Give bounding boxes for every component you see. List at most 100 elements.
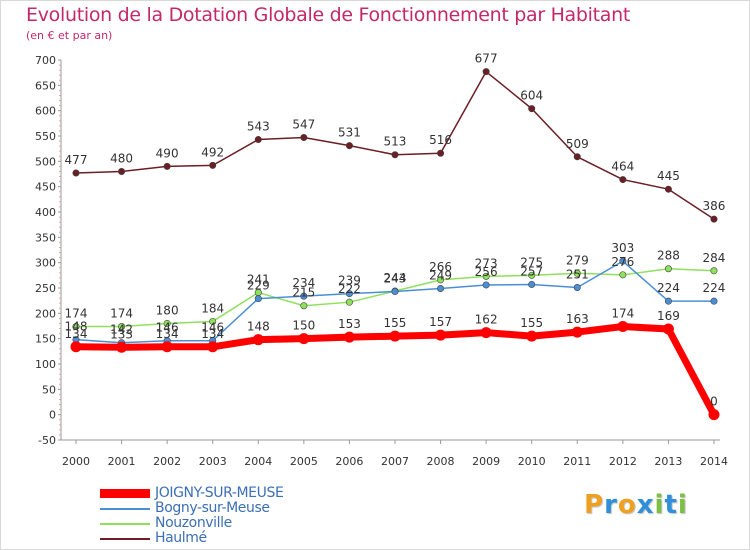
- data-point-bogny-sur-meuse: [300, 292, 308, 300]
- data-label-nouzonville: 288: [657, 249, 680, 263]
- data-label-nouzonville: 174: [65, 307, 88, 321]
- data-point-haulm-: [664, 185, 672, 193]
- data-label-haulm-: 543: [247, 120, 270, 134]
- data-point-bogny-sur-meuse: [437, 285, 445, 293]
- data-point-bogny-sur-meuse: [254, 295, 262, 303]
- data-point-haulm-: [300, 134, 308, 142]
- data-label-joigny-sur-meuse: 155: [520, 316, 543, 330]
- data-point-joigny-sur-meuse: [662, 323, 674, 335]
- data-point-joigny-sur-meuse: [435, 329, 447, 341]
- data-label-nouzonville: 266: [429, 260, 452, 274]
- data-label-nouzonville: 241: [247, 273, 270, 287]
- data-label-haulm-: 445: [657, 169, 680, 183]
- data-label-nouzonville: 273: [475, 256, 498, 270]
- data-label-joigny-sur-meuse: 134: [201, 327, 224, 341]
- data-label-bogny-sur-meuse: 148: [65, 320, 88, 334]
- logo-letter-i2: i: [677, 490, 688, 520]
- y-tick-label: 700: [35, 54, 56, 67]
- y-tick-label: -50: [38, 434, 56, 447]
- data-point-joigny-sur-meuse: [207, 341, 219, 353]
- data-point-joigny-sur-meuse: [252, 334, 264, 346]
- data-point-haulm-: [209, 161, 217, 169]
- data-point-joigny-sur-meuse: [526, 330, 538, 342]
- data-point-joigny-sur-meuse: [708, 409, 720, 421]
- data-label-haulm-: 490: [156, 146, 179, 160]
- data-label-joigny-sur-meuse: 0: [710, 395, 718, 409]
- data-label-haulm-: 513: [384, 135, 407, 149]
- x-tick-label: 2013: [654, 455, 682, 468]
- data-labels-layer: 477 480 490 492 543 547 531 513 516 677 604 509 464 4…: [65, 52, 726, 409]
- data-point-bogny-sur-meuse: [619, 257, 627, 265]
- data-label-haulm-: 464: [611, 160, 634, 174]
- legend-swatch-joigny: [100, 489, 150, 498]
- y-tick-label: 250: [35, 282, 56, 295]
- x-tick-label: 2012: [609, 455, 637, 468]
- x-tick-label: 2000: [62, 455, 90, 468]
- legend-label-haulme: Haulmé: [155, 530, 207, 546]
- data-label-nouzonville: 184: [201, 301, 224, 315]
- y-tick-label: 100: [35, 358, 56, 371]
- x-tick-label: 2007: [381, 455, 409, 468]
- data-point-joigny-sur-meuse: [70, 341, 82, 353]
- axes: 7006506005505004504003503002502001501005…: [35, 54, 728, 468]
- y-tick-label: 0: [49, 409, 56, 422]
- data-label-joigny-sur-meuse: 134: [156, 327, 179, 341]
- y-tick-label: 350: [35, 231, 56, 244]
- data-point-nouzonville: [573, 269, 581, 277]
- data-label-joigny-sur-meuse: 153: [338, 317, 361, 331]
- data-point-nouzonville: [163, 319, 171, 327]
- data-label-bogny-sur-meuse: 243: [384, 272, 407, 286]
- data-point-bogny-sur-meuse: [664, 297, 672, 305]
- data-point-nouzonville: [710, 267, 718, 275]
- legend-swatch-bogny: [100, 508, 150, 510]
- data-point-bogny-sur-meuse: [391, 288, 399, 296]
- data-label-haulm-: 547: [292, 118, 315, 132]
- x-tick-label: 2006: [335, 455, 363, 468]
- y-tick-label: 500: [35, 155, 56, 168]
- data-label-haulm-: 677: [475, 52, 498, 66]
- chart-title: Evolution de la Dotation Globale de Fonc…: [26, 4, 631, 26]
- x-tick-label: 2014: [700, 455, 728, 468]
- data-point-nouzonville: [437, 276, 445, 284]
- logo-letter-o: o: [617, 490, 637, 520]
- data-point-bogny-sur-meuse: [710, 297, 718, 305]
- data-label-nouzonville: 174: [110, 307, 133, 321]
- data-label-nouzonville: 284: [703, 251, 726, 265]
- logo-letter-i: i: [654, 490, 665, 520]
- data-point-haulm-: [391, 151, 399, 159]
- data-label-joigny-sur-meuse: 174: [611, 307, 634, 321]
- y-tick-label: 150: [35, 333, 56, 346]
- data-point-haulm-: [619, 176, 627, 184]
- data-label-joigny-sur-meuse: 133: [110, 327, 133, 341]
- data-label-nouzonville: 180: [156, 303, 179, 317]
- legend-label-joigny: JOIGNY-SUR-MEUSE: [155, 485, 284, 501]
- data-point-haulm-: [710, 215, 718, 223]
- data-point-haulm-: [163, 162, 171, 170]
- data-point-bogny-sur-meuse: [573, 283, 581, 291]
- series-layer: [70, 68, 720, 421]
- x-tick-label: 2009: [472, 455, 500, 468]
- data-label-haulm-: 531: [338, 126, 361, 140]
- data-label-nouzonville: 244: [384, 271, 407, 285]
- x-tick-label: 2001: [108, 455, 136, 468]
- data-label-haulm-: 477: [65, 153, 88, 167]
- data-point-nouzonville: [209, 317, 217, 325]
- data-point-nouzonville: [345, 298, 353, 306]
- data-point-haulm-: [573, 153, 581, 161]
- data-point-nouzonville: [619, 271, 627, 279]
- data-label-bogny-sur-meuse: 234: [292, 276, 315, 290]
- legend-swatch-haulme: [100, 538, 150, 540]
- data-label-joigny-sur-meuse: 134: [65, 327, 88, 341]
- x-tick-label: 2005: [290, 455, 318, 468]
- data-point-bogny-sur-meuse: [482, 281, 490, 289]
- data-point-haulm-: [118, 167, 126, 175]
- data-label-bogny-sur-meuse: 256: [475, 265, 498, 279]
- data-label-nouzonville: 215: [292, 286, 315, 300]
- x-tick-label: 2010: [518, 455, 546, 468]
- y-tick-label: 600: [35, 105, 56, 118]
- x-tick-label: 2003: [199, 455, 227, 468]
- data-label-nouzonville: 276: [611, 255, 634, 269]
- logo-letter-r: r: [604, 490, 618, 520]
